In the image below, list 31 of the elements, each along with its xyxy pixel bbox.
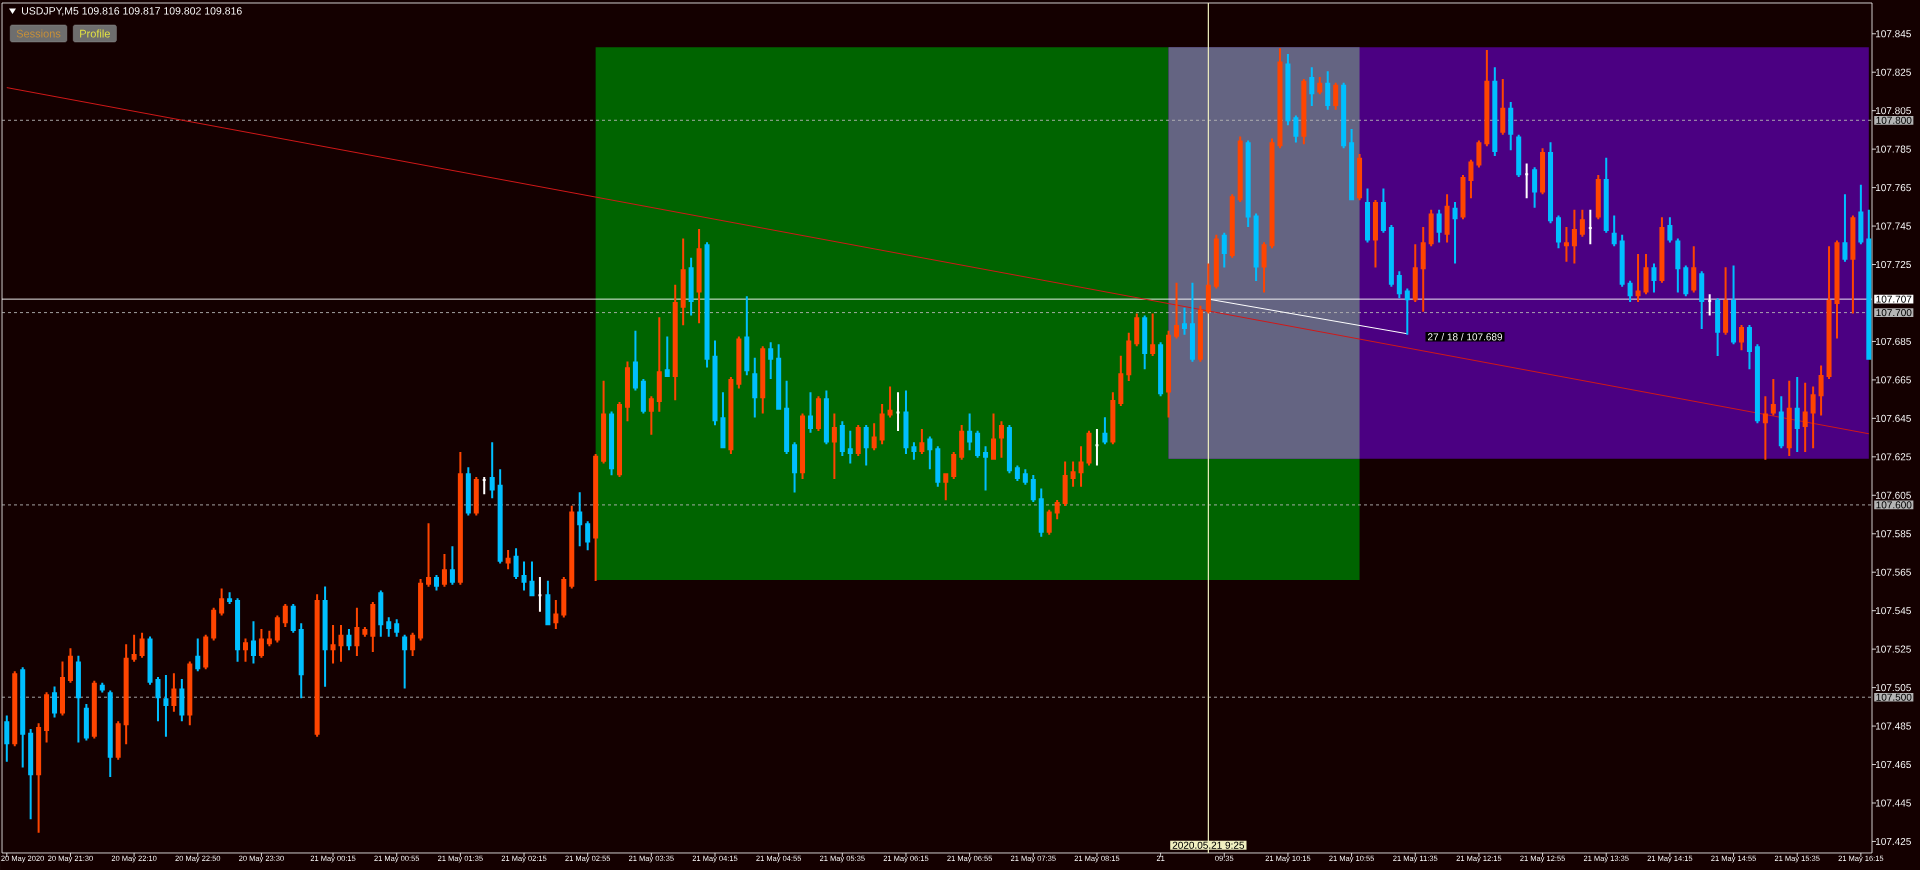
ref-line-label: 107.500 xyxy=(1876,693,1912,701)
y-tick-label: 107.625 xyxy=(1875,453,1911,461)
y-tick-label: 107.505 xyxy=(1875,684,1911,692)
y-tick-label: 107.745 xyxy=(1875,222,1911,230)
y-tick-label: 107.565 xyxy=(1875,568,1911,576)
y-tick-label: 107.525 xyxy=(1875,645,1911,653)
y-tick-label: 107.685 xyxy=(1875,337,1911,345)
chart-title: USDJPY,M5 109.816 109.817 109.802 109.816 xyxy=(22,7,242,16)
y-tick-label: 107.825 xyxy=(1875,68,1911,76)
y-tick-label: 107.785 xyxy=(1875,145,1911,153)
y-tick-label: 107.645 xyxy=(1875,414,1911,422)
ref-line-label: 107.707 xyxy=(1876,295,1912,303)
y-tick-label: 107.665 xyxy=(1875,376,1911,384)
ref-line-label: 2020.05.21 9:25 xyxy=(1172,841,1245,849)
y-tick-label: 107.765 xyxy=(1875,184,1911,192)
y-tick-label: 107.425 xyxy=(1875,837,1911,845)
y-tick-label: 107.545 xyxy=(1875,607,1911,615)
y-tick-label: 107.445 xyxy=(1875,799,1911,807)
y-tick-label: 107.465 xyxy=(1875,760,1911,769)
ref-line-label: 107.600 xyxy=(1876,501,1912,509)
ref-line-label: 107.800 xyxy=(1876,116,1912,124)
y-tick-label: 107.845 xyxy=(1875,30,1911,38)
annotation: Sessions xyxy=(16,29,61,38)
y-tick-label: 107.805 xyxy=(1875,107,1911,115)
annotation: Profile xyxy=(80,29,110,38)
ref-line-label: 107.700 xyxy=(1876,309,1912,317)
y-tick-label: 107.585 xyxy=(1875,530,1911,538)
annotation: 27 / 18 / 107.689 xyxy=(1428,333,1503,341)
y-tick-label: 107.485 xyxy=(1875,722,1911,730)
y-tick-label: 107.725 xyxy=(1875,260,1911,269)
y-tick-label: 107.605 xyxy=(1875,491,1911,499)
